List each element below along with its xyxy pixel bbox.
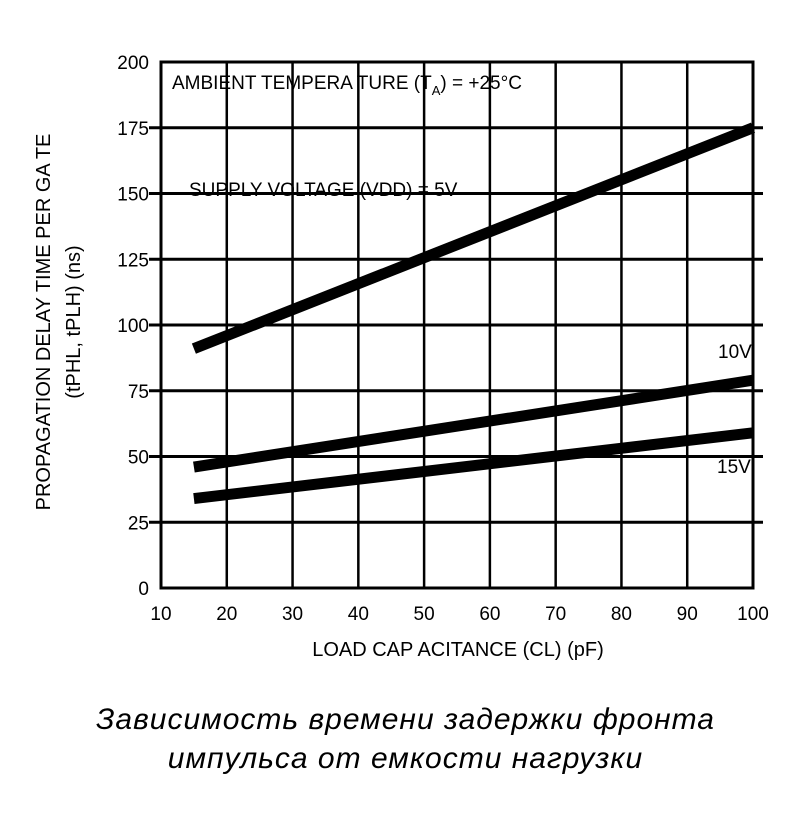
caption-line-2: импульса от емкости нагрузки <box>167 742 644 775</box>
y-tick-label: 100 <box>117 316 149 337</box>
y-tick-label: 150 <box>117 185 149 206</box>
x-tick-label: 40 <box>348 604 369 625</box>
caption-line-1: Зависимость времени задержки фронта <box>96 703 715 736</box>
x-tick-label: 30 <box>282 604 303 625</box>
series-line-2 <box>193 427 754 505</box>
x-tick-label: 80 <box>611 604 632 625</box>
tick-labels: 10 20 30 40 50 60 70 80 90 100 0 25 50 75 100 125 150 175… <box>117 53 769 625</box>
y-axis-title-line2: (tPHL, tPLH) (ns) <box>63 245 85 398</box>
series-label-5v: SUPPLY VOLTAGE (VDD) = 5V <box>189 180 458 201</box>
y-tick-label: 125 <box>117 250 149 271</box>
series-lines <box>191 122 756 505</box>
x-tick-label: 10 <box>150 604 171 625</box>
series-line-0 <box>191 122 756 354</box>
x-axis-title: LOAD CAP ACITANCE (CL) (pF) <box>312 639 604 661</box>
y-tick-label: 75 <box>128 382 149 403</box>
series-label-10v: 10V <box>718 342 752 363</box>
x-tick-label: 70 <box>545 604 566 625</box>
series-label-15v: 15V <box>717 457 751 478</box>
y-tick-label: 0 <box>138 579 149 600</box>
x-tick-label: 90 <box>677 604 698 625</box>
ambient-temperature-annotation: AMBIENT TEMPERA TURE (TA) = +25°C <box>172 73 522 98</box>
y-tick-label: 200 <box>117 53 149 74</box>
x-tick-label: 20 <box>216 604 237 625</box>
x-tick-label: 60 <box>479 604 500 625</box>
y-tick-label: 175 <box>117 119 149 140</box>
y-tick-label: 50 <box>128 448 149 469</box>
x-tick-label: 100 <box>737 604 769 625</box>
series-line-1 <box>193 374 754 473</box>
y-axis-title-line1: PROPAGATION DELAY TIME PER GA TE <box>33 134 55 511</box>
y-tick-label: 25 <box>128 513 149 534</box>
x-tick-label: 50 <box>414 604 435 625</box>
